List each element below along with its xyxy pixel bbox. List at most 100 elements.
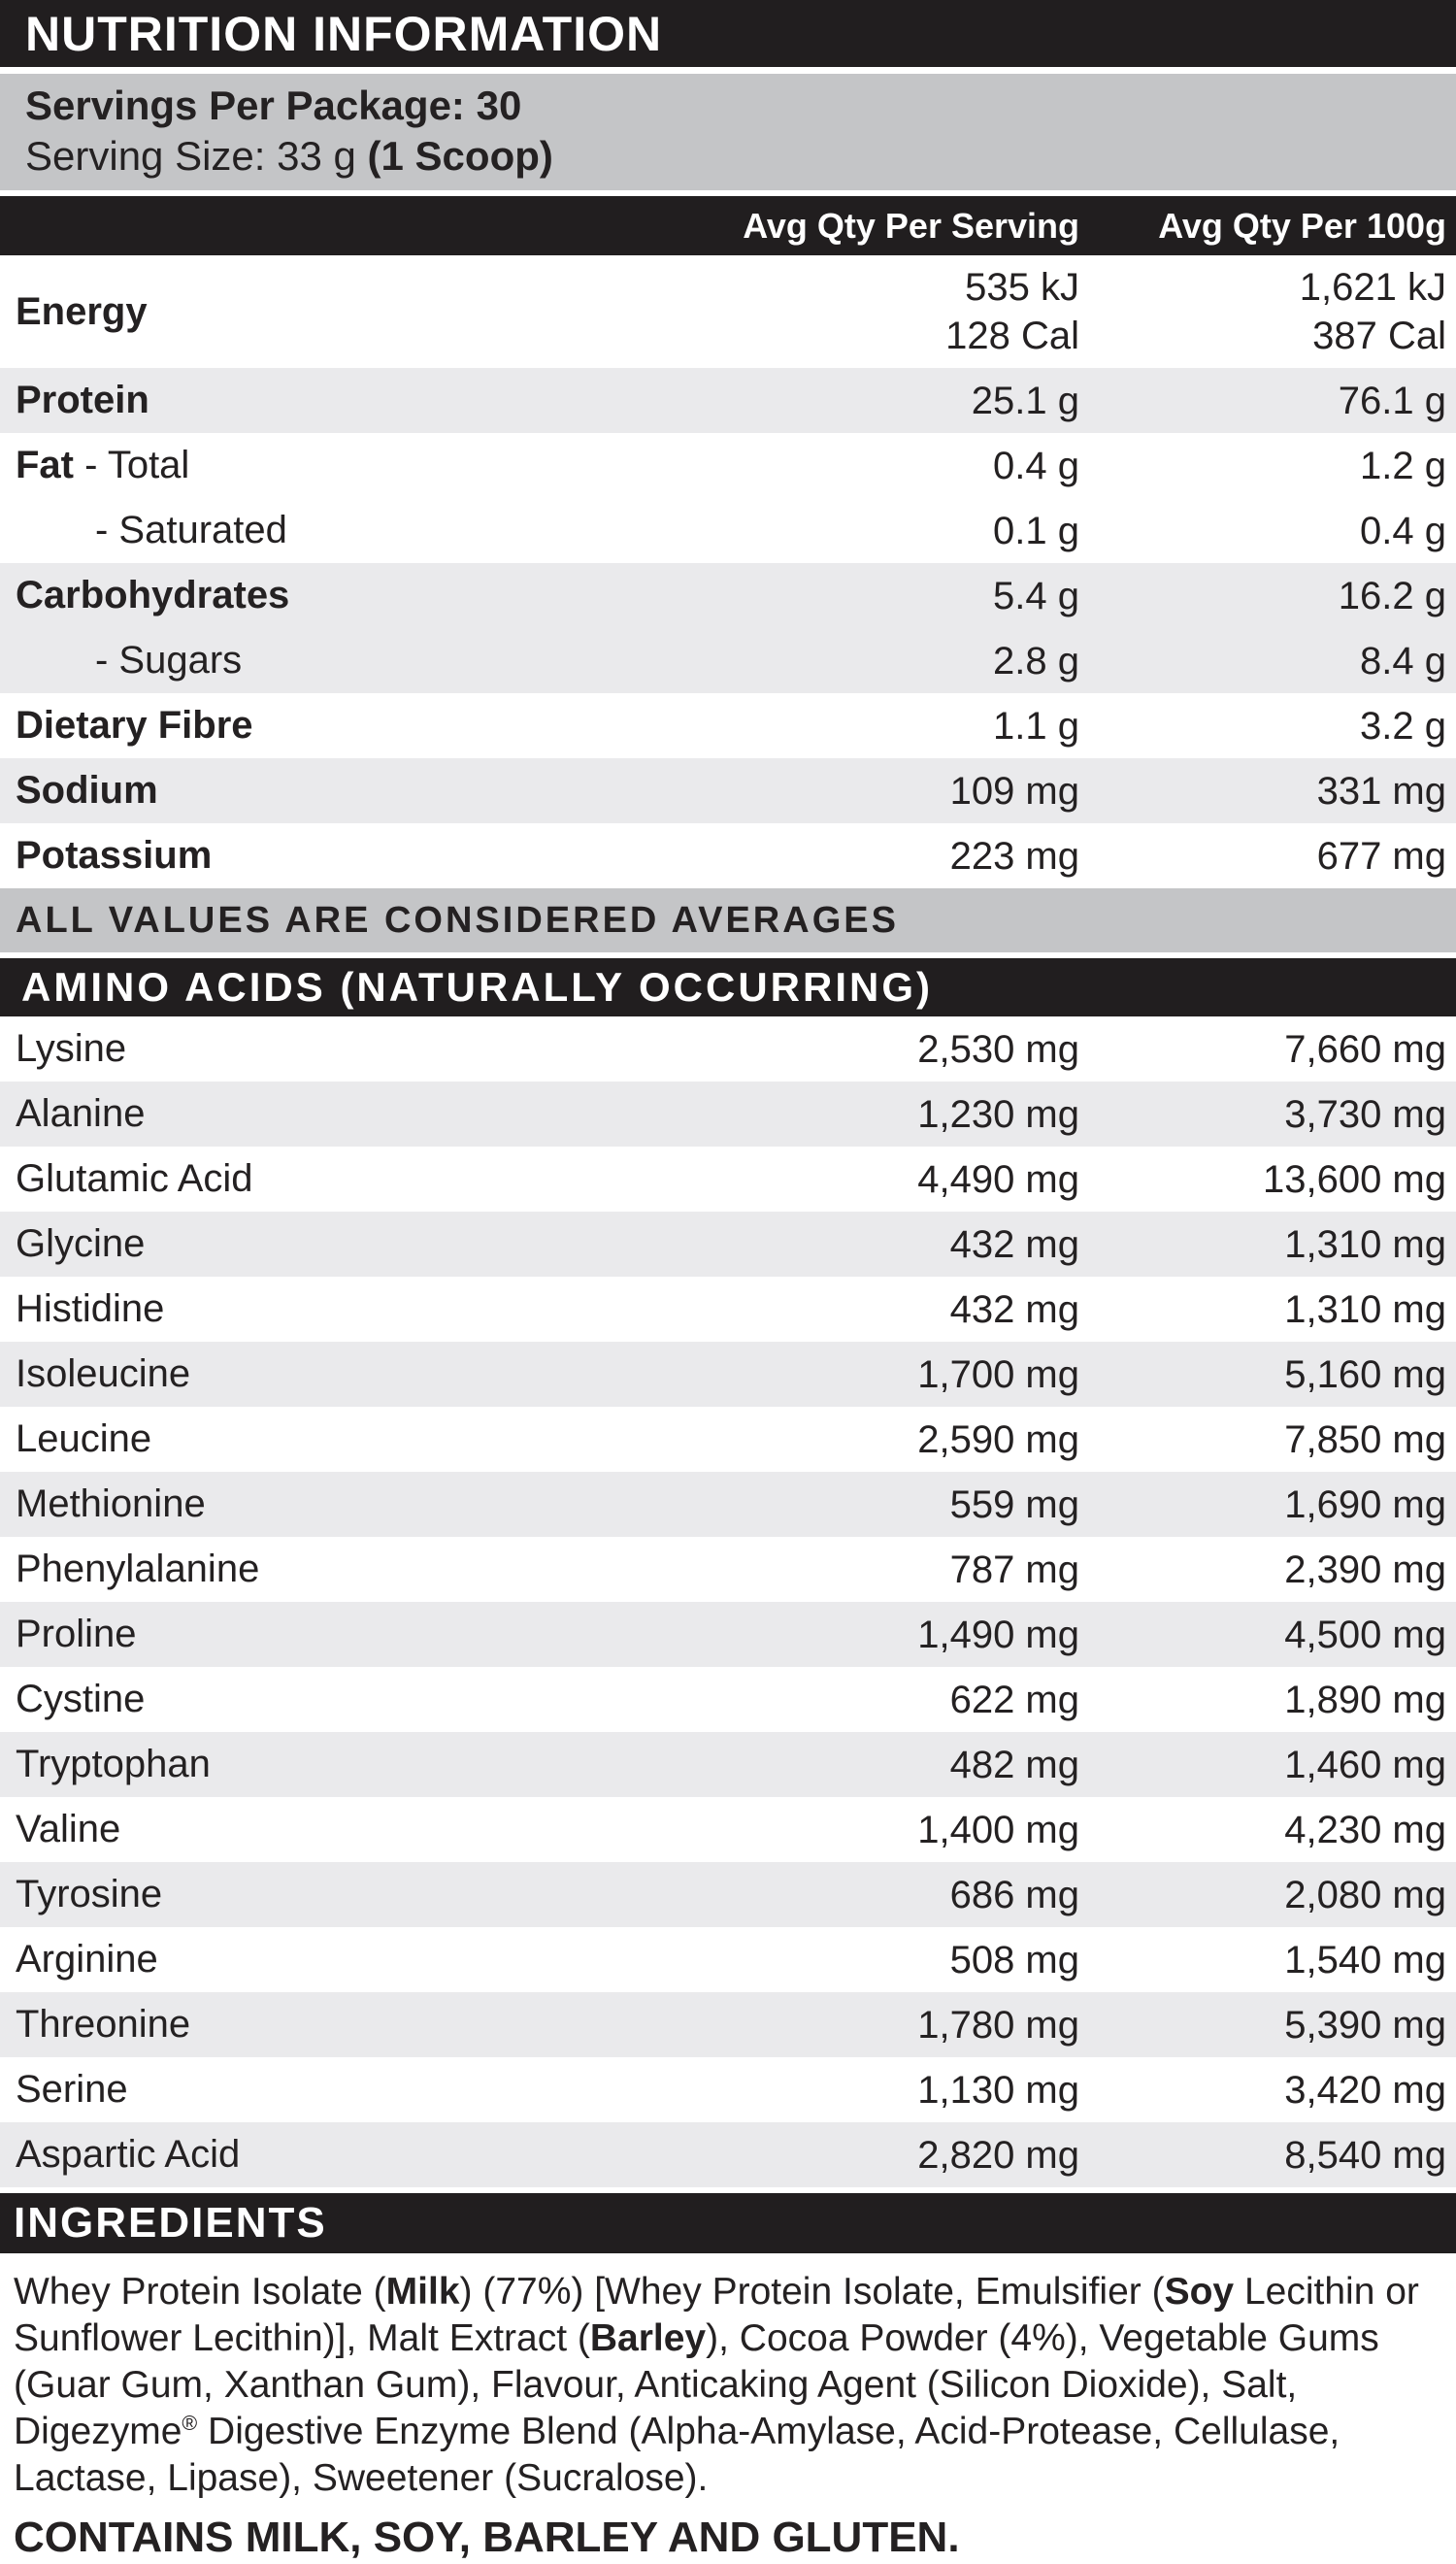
value-line: 1.1 g [993, 704, 1079, 748]
bold-text: Sodium [16, 769, 158, 812]
amino-value-per-serving: 432 mg [949, 1222, 1079, 1266]
value-line: 8.4 g [1360, 639, 1446, 683]
nutrient-label: Energy [0, 290, 652, 334]
amino-row: Arginine 508 mg 1,540 mg [0, 1927, 1456, 1992]
nutrient-label: Carbohydrates [0, 574, 652, 617]
nutrient-value-per-100g: 0.4 g [1079, 507, 1456, 555]
nutrient-value-per-serving: 223 mg [652, 832, 1079, 881]
column-header-per-serving: Avg Qty Per Serving [743, 205, 1079, 246]
amino-value-per-serving: 1,780 mg [917, 2003, 1079, 2047]
ingredients-heading: INGREDIENTS [0, 2193, 1456, 2253]
amino-name: Isoleucine [16, 1352, 191, 1395]
amino-row: Valine 1,400 mg 4,230 mg [0, 1797, 1456, 1862]
amino-acids-table: Lysine 2,530 mg 7,660 mg Alanine 1,230 mg 3,7… [0, 1016, 1456, 2187]
amino-row: Leucine 2,590 mg 7,850 mg [0, 1407, 1456, 1472]
amino-value-per-serving: 686 mg [949, 1873, 1079, 1916]
amino-name: Histidine [16, 1287, 165, 1330]
amino-value-per-100g: 4,500 mg [1284, 1613, 1446, 1656]
nutrient-value-per-100g: 8.4 g [1079, 637, 1456, 685]
amino-value-per-100g: 13,600 mg [1262, 1157, 1446, 1201]
text: Whey Protein Isolate ( [14, 2271, 386, 2313]
value-line: 387 Cal [1312, 315, 1446, 357]
amino-value-per-100g: 5,390 mg [1284, 2003, 1446, 2047]
nutrient-value-per-serving: 2.8 g [652, 637, 1079, 685]
amino-value-per-serving: 1,700 mg [917, 1352, 1079, 1396]
text: - Saturated [95, 509, 287, 551]
nutrient-label: Protein [0, 379, 652, 422]
amino-name: Glutamic Acid [16, 1157, 253, 1200]
text: ) (77%) [Whey Protein Isolate, Emulsifie… [459, 2271, 1165, 2313]
amino-value-per-serving: 1,230 mg [917, 1092, 1079, 1136]
amino-name: Threonine [16, 2003, 191, 2046]
amino-row: Glutamic Acid 4,490 mg 13,600 mg [0, 1147, 1456, 1212]
nutrient-value-per-100g: 3.2 g [1079, 702, 1456, 750]
amino-row: Alanine 1,230 mg 3,730 mg [0, 1082, 1456, 1147]
value-line: 2.8 g [993, 639, 1079, 683]
amino-row: Lysine 2,530 mg 7,660 mg [0, 1016, 1456, 1082]
amino-value-per-serving: 559 mg [949, 1482, 1079, 1526]
amino-value-per-100g: 1,310 mg [1284, 1222, 1446, 1266]
nutrient-value-per-serving: 0.1 g [652, 507, 1079, 555]
amino-value-per-100g: 2,080 mg [1284, 1873, 1446, 1916]
nutrient-label: - Sugars [0, 639, 652, 683]
amino-name: Tyrosine [16, 1873, 163, 1915]
value-line: 0.1 g [993, 509, 1079, 552]
nutrient-label: Dietary Fibre [0, 704, 652, 748]
amino-value-per-serving: 2,530 mg [917, 1027, 1079, 1071]
amino-name: Tryptophan [16, 1743, 211, 1785]
bold-text: Dietary Fibre [16, 704, 253, 747]
value-line: 0.4 g [993, 444, 1079, 487]
nutrient-value-per-100g: 1,621 kJ 387 Cal [1079, 263, 1456, 360]
bold-text: Fat [16, 444, 74, 486]
amino-value-per-serving: 1,400 mg [917, 1808, 1079, 1851]
amino-row: Methionine 559 mg 1,690 mg [0, 1472, 1456, 1537]
amino-value-per-serving: 2,590 mg [917, 1417, 1079, 1461]
nutrient-value-per-100g: 677 mg [1079, 832, 1456, 881]
ingredients-text: Whey Protein Isolate (Milk) (77%) [Whey … [0, 2253, 1456, 2502]
amino-row: Proline 1,490 mg 4,500 mg [0, 1602, 1456, 1667]
amino-name: Alanine [16, 1092, 146, 1135]
value-line: 3.2 g [1360, 704, 1446, 748]
amino-value-per-100g: 1,540 mg [1284, 1938, 1446, 1981]
text: Serving Size: 33 g [25, 133, 368, 179]
amino-value-per-100g: 7,660 mg [1284, 1027, 1446, 1071]
nutrient-value-per-serving: 5.4 g [652, 572, 1079, 620]
amino-value-per-serving: 622 mg [949, 1678, 1079, 1721]
value-line: 223 mg [949, 834, 1079, 878]
amino-row: Isoleucine 1,700 mg 5,160 mg [0, 1342, 1456, 1407]
amino-name: Valine [16, 1808, 121, 1850]
column-header-row: Avg Qty Per Serving Avg Qty Per 100g [0, 196, 1456, 255]
amino-value-per-100g: 1,690 mg [1284, 1482, 1446, 1526]
amino-row: Threonine 1,780 mg 5,390 mg [0, 1992, 1456, 2057]
nutrient-row: - Saturated 0.1 g 0.4 g [0, 498, 1456, 563]
amino-row: Tryptophan 482 mg 1,460 mg [0, 1732, 1456, 1797]
amino-name: Glycine [16, 1222, 146, 1265]
bold-text: Servings Per Package: 30 [25, 83, 522, 128]
nutrient-row: Energy 535 kJ 128 Cal 1,621 kJ 387 Cal [0, 255, 1456, 368]
amino-name: Phenylalanine [16, 1548, 260, 1590]
divider [0, 2187, 1456, 2193]
amino-acids-heading: AMINO ACIDS (NATURALLY OCCURRING) [0, 958, 1456, 1016]
nutrient-value-per-serving: 535 kJ 128 Cal [652, 263, 1079, 360]
amino-row: Glycine 432 mg 1,310 mg [0, 1212, 1456, 1277]
amino-value-per-100g: 7,850 mg [1284, 1417, 1446, 1461]
nutrient-label: Potassium [0, 834, 652, 878]
bold-text: Potassium [16, 834, 213, 877]
nutrient-value-per-100g: 1.2 g [1079, 442, 1456, 490]
nutrient-row: Fat - Total 0.4 g 1.2 g [0, 433, 1456, 498]
bold-text: Barley [589, 2317, 707, 2359]
amino-value-per-100g: 2,390 mg [1284, 1548, 1446, 1591]
amino-name: Serine [16, 2068, 128, 2111]
amino-row: Cystine 622 mg 1,890 mg [0, 1667, 1456, 1732]
amino-value-per-serving: 508 mg [949, 1938, 1079, 1981]
nutrient-value-per-serving: 1.1 g [652, 702, 1079, 750]
value-line: 677 mg [1316, 834, 1446, 878]
value-line: 331 mg [1316, 769, 1446, 813]
amino-value-per-100g: 5,160 mg [1284, 1352, 1446, 1396]
nutrient-label: Sodium [0, 769, 652, 813]
bold-text: Milk [385, 2271, 460, 2313]
amino-name: Aspartic Acid [16, 2133, 241, 2176]
amino-row: Tyrosine 686 mg 2,080 mg [0, 1862, 1456, 1927]
amino-value-per-serving: 482 mg [949, 1743, 1079, 1786]
